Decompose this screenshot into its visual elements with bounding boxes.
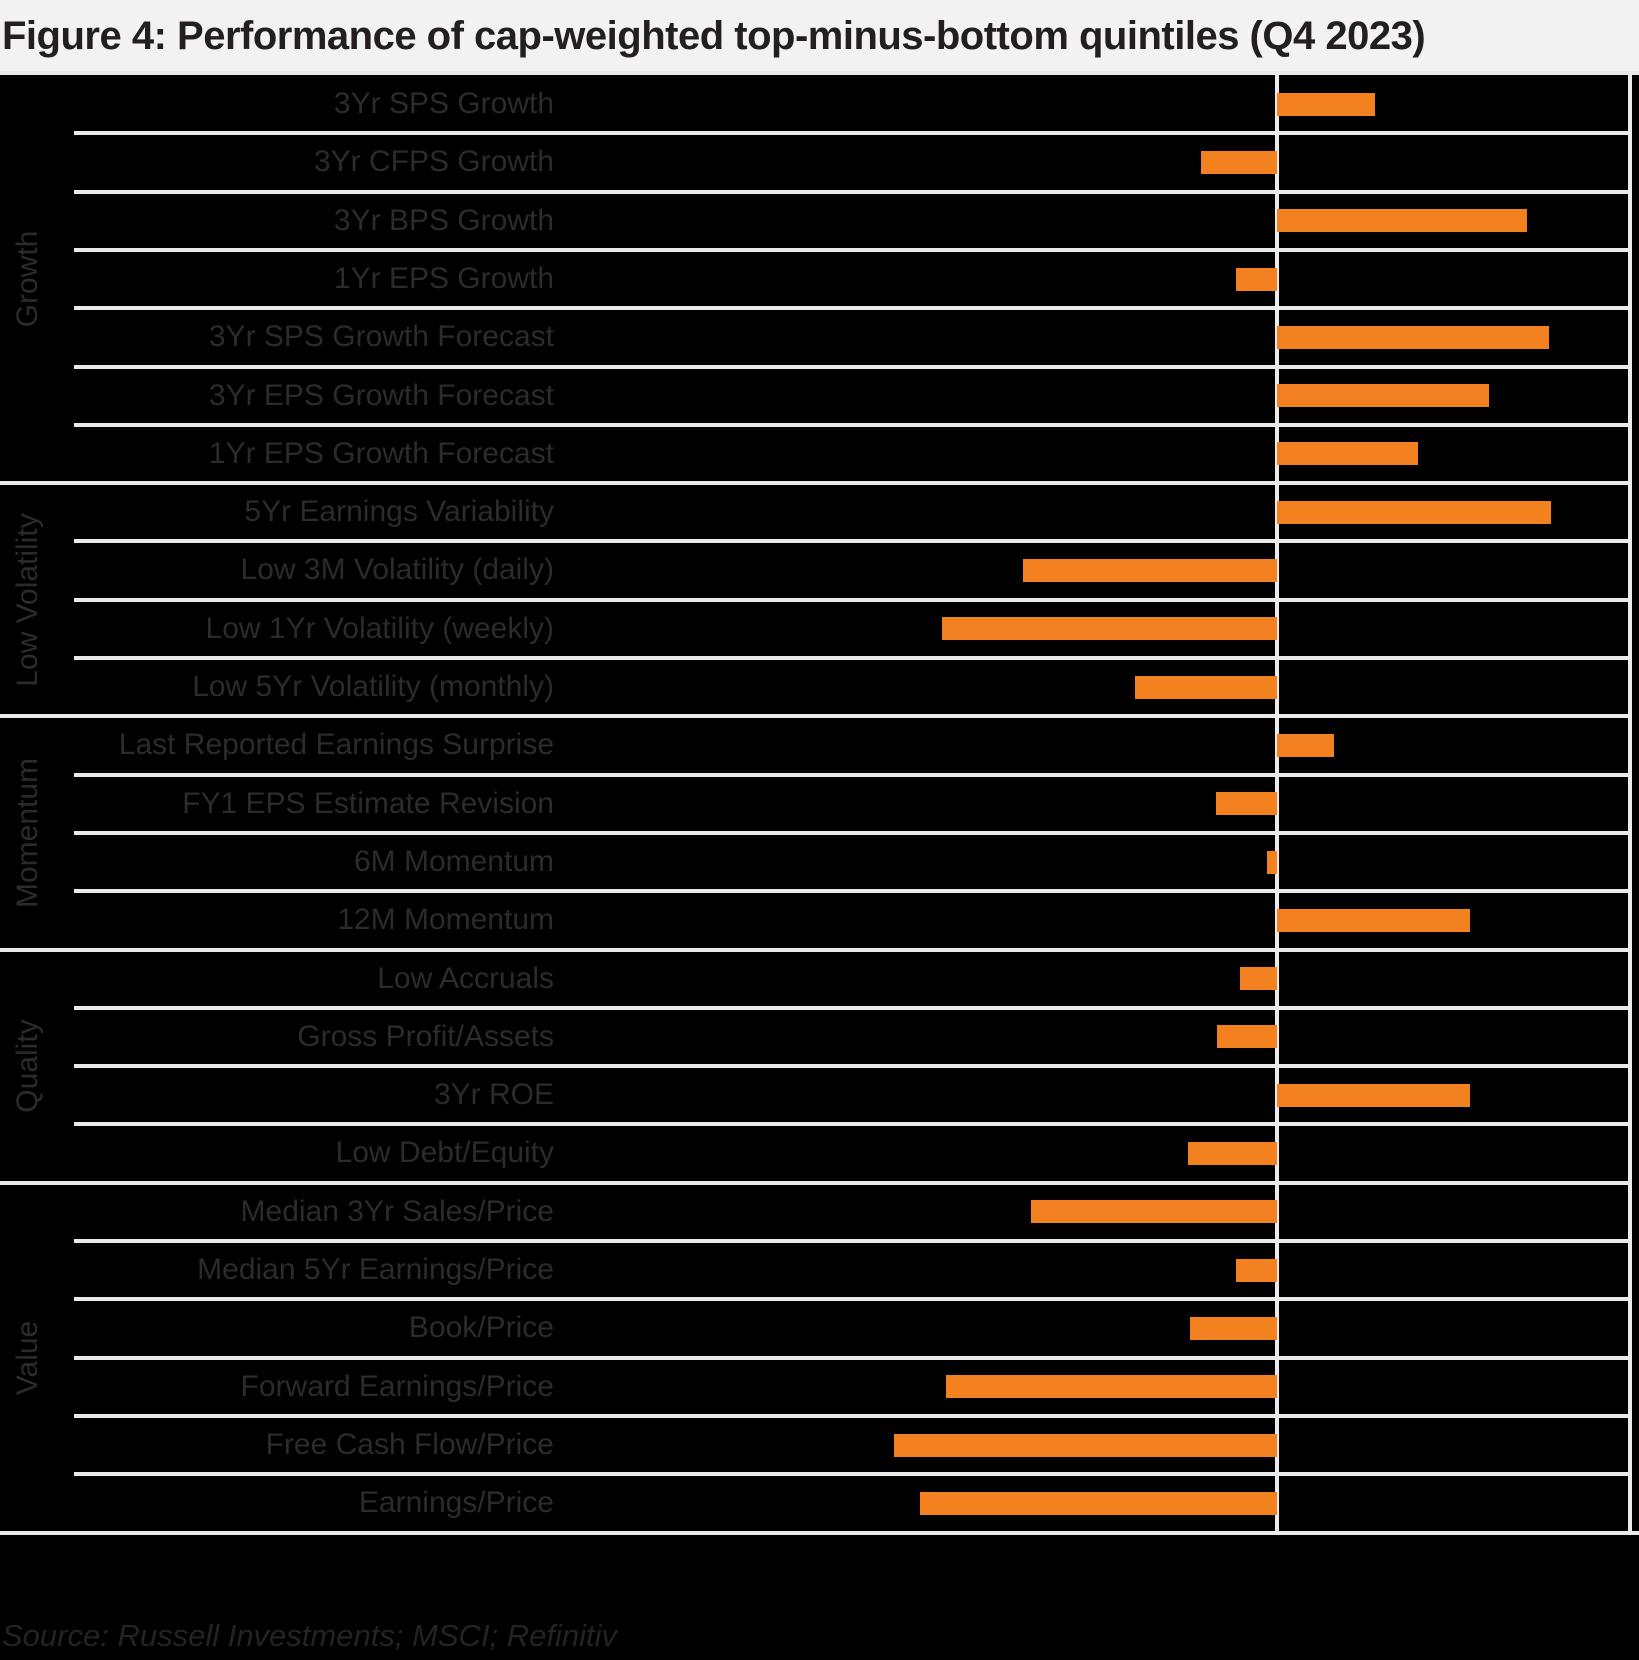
bar-fy1-eps-estimate-revision <box>1216 792 1277 816</box>
row-separator-line <box>74 422 1632 427</box>
figure-title: Figure 4: Performance of cap-weighted to… <box>2 14 1426 58</box>
row-label-forward-earnings-price: Forward Earnings/Price <box>240 1369 554 1403</box>
row-separator-line <box>74 1297 1632 1302</box>
bar-1yr-eps-growth <box>1236 267 1277 291</box>
bar-3yr-eps-growth-forecast <box>1277 384 1489 408</box>
bar-forward-earnings-price <box>946 1375 1277 1399</box>
row-label-gross-profit-assets: Gross Profit/Assets <box>297 1019 554 1053</box>
group-label-low-volatility: Low Volatility <box>11 512 44 687</box>
row-separator-line <box>74 1064 1632 1069</box>
group-label-value: Value <box>11 1320 44 1395</box>
bar-3yr-roe <box>1277 1083 1470 1107</box>
row-separator-line <box>74 597 1632 602</box>
row-label-low-1yr-volatility-weekly: Low 1Yr Volatility (weekly) <box>205 611 554 645</box>
row-label-3yr-sps-growth: 3Yr SPS Growth <box>333 87 554 120</box>
row-label-12m-momentum: 12M Momentum <box>337 903 554 937</box>
row-separator-line <box>74 306 1632 311</box>
bar-1yr-eps-growth-forecast <box>1277 442 1418 466</box>
title-band: Figure 4: Performance of cap-weighted to… <box>0 0 1639 71</box>
chart-top-border <box>0 71 1639 75</box>
group-separator-line <box>0 947 1632 952</box>
row-label-low-5yr-volatility-monthly: Low 5Yr Volatility (monthly) <box>192 670 554 703</box>
row-separator-line <box>74 131 1632 136</box>
row-separator-line <box>74 189 1632 194</box>
bar-last-reported-earnings-surprise <box>1277 733 1334 757</box>
row-label-5yr-earnings-variability: 5Yr Earnings Variability <box>244 495 554 529</box>
row-separator-line <box>74 1239 1632 1243</box>
row-label-3yr-bps-growth: 3Yr BPS Growth <box>333 203 554 237</box>
bar-3yr-bps-growth <box>1277 209 1527 233</box>
row-separator-line <box>74 539 1632 544</box>
chart-right-border <box>1628 75 1632 1533</box>
group-separator-line <box>0 714 1632 719</box>
group-separator-line <box>0 481 1632 486</box>
row-separator-line <box>74 1472 1632 1477</box>
row-separator-line <box>74 830 1632 835</box>
row-label-low-debt-equity: Low Debt/Equity <box>335 1136 554 1170</box>
row-separator-line <box>74 1005 1632 1010</box>
row-separator-line <box>74 247 1632 252</box>
row-label-1yr-eps-growth: 1Yr EPS Growth <box>333 261 554 295</box>
bar-median-3yr-sales-price <box>1031 1200 1277 1224</box>
row-label-last-reported-earnings-surprise: Last Reported Earnings Surprise <box>118 728 554 762</box>
row-separator-line <box>74 656 1632 660</box>
zero-axis-line <box>1275 75 1279 1533</box>
row-label-6m-momentum: 6M Momentum <box>353 844 554 878</box>
row-label-1yr-eps-growth-forecast: 1Yr EPS Growth Forecast <box>208 436 554 470</box>
group-label-momentum: Momentum <box>11 757 44 908</box>
bar-low-3m-volatility-daily <box>1023 559 1277 583</box>
bar-5yr-earnings-variability <box>1277 500 1551 524</box>
row-separator-line <box>74 1355 1632 1360</box>
group-separator-line <box>0 1180 1632 1185</box>
bar-3yr-sps-growth <box>1277 92 1375 116</box>
row-separator-line <box>74 1413 1632 1418</box>
chart-bottom-border <box>0 1530 1639 1535</box>
row-label-median-3yr-sales-price: Median 3Yr Sales/Price <box>240 1194 554 1228</box>
bar-low-5yr-volatility-monthly <box>1135 675 1277 699</box>
bar-free-cash-flow-price <box>894 1433 1277 1457</box>
row-label-free-cash-flow-price: Free Cash Flow/Price <box>265 1427 554 1461</box>
bar-low-1yr-volatility-weekly <box>942 617 1277 641</box>
bar-low-debt-equity <box>1188 1142 1277 1166</box>
row-separator-line <box>74 364 1632 369</box>
bar-3yr-cfps-growth <box>1201 150 1277 174</box>
bar-earnings-price <box>920 1491 1277 1515</box>
group-label-growth: Growth <box>11 230 44 328</box>
row-label-earnings-price: Earnings/Price <box>358 1486 554 1520</box>
row-label-low-accruals: Low Accruals <box>377 961 554 995</box>
row-label-fy1-eps-estimate-revision: FY1 EPS Estimate Revision <box>182 786 554 820</box>
group-label-quality: Quality <box>11 1019 44 1113</box>
row-label-3yr-cfps-growth: 3Yr CFPS Growth <box>313 145 554 179</box>
bar-median-5yr-earnings-price <box>1236 1258 1277 1282</box>
row-label-3yr-sps-growth-forecast: 3Yr SPS Growth Forecast <box>208 320 554 354</box>
row-label-3yr-eps-growth-forecast: 3Yr EPS Growth Forecast <box>208 378 554 412</box>
bar-12m-momentum <box>1277 908 1470 932</box>
row-separator-line <box>74 1122 1632 1127</box>
row-label-low-3m-volatility-daily: Low 3M Volatility (daily) <box>240 553 554 587</box>
row-label-median-5yr-earnings-price: Median 5Yr Earnings/Price <box>197 1253 554 1286</box>
source-note: Source: Russell Investments; MSCI; Refin… <box>2 1618 618 1653</box>
bar-3yr-sps-growth-forecast <box>1277 325 1549 349</box>
bar-6m-momentum <box>1267 850 1277 874</box>
row-label-book-price: Book/Price <box>408 1311 554 1345</box>
row-separator-line <box>74 889 1632 894</box>
bar-book-price <box>1190 1316 1277 1340</box>
bar-gross-profit-assets <box>1217 1025 1277 1049</box>
bar-low-accruals <box>1240 967 1277 991</box>
row-separator-line <box>74 772 1632 777</box>
row-label-3yr-roe: 3Yr ROE <box>433 1078 554 1112</box>
